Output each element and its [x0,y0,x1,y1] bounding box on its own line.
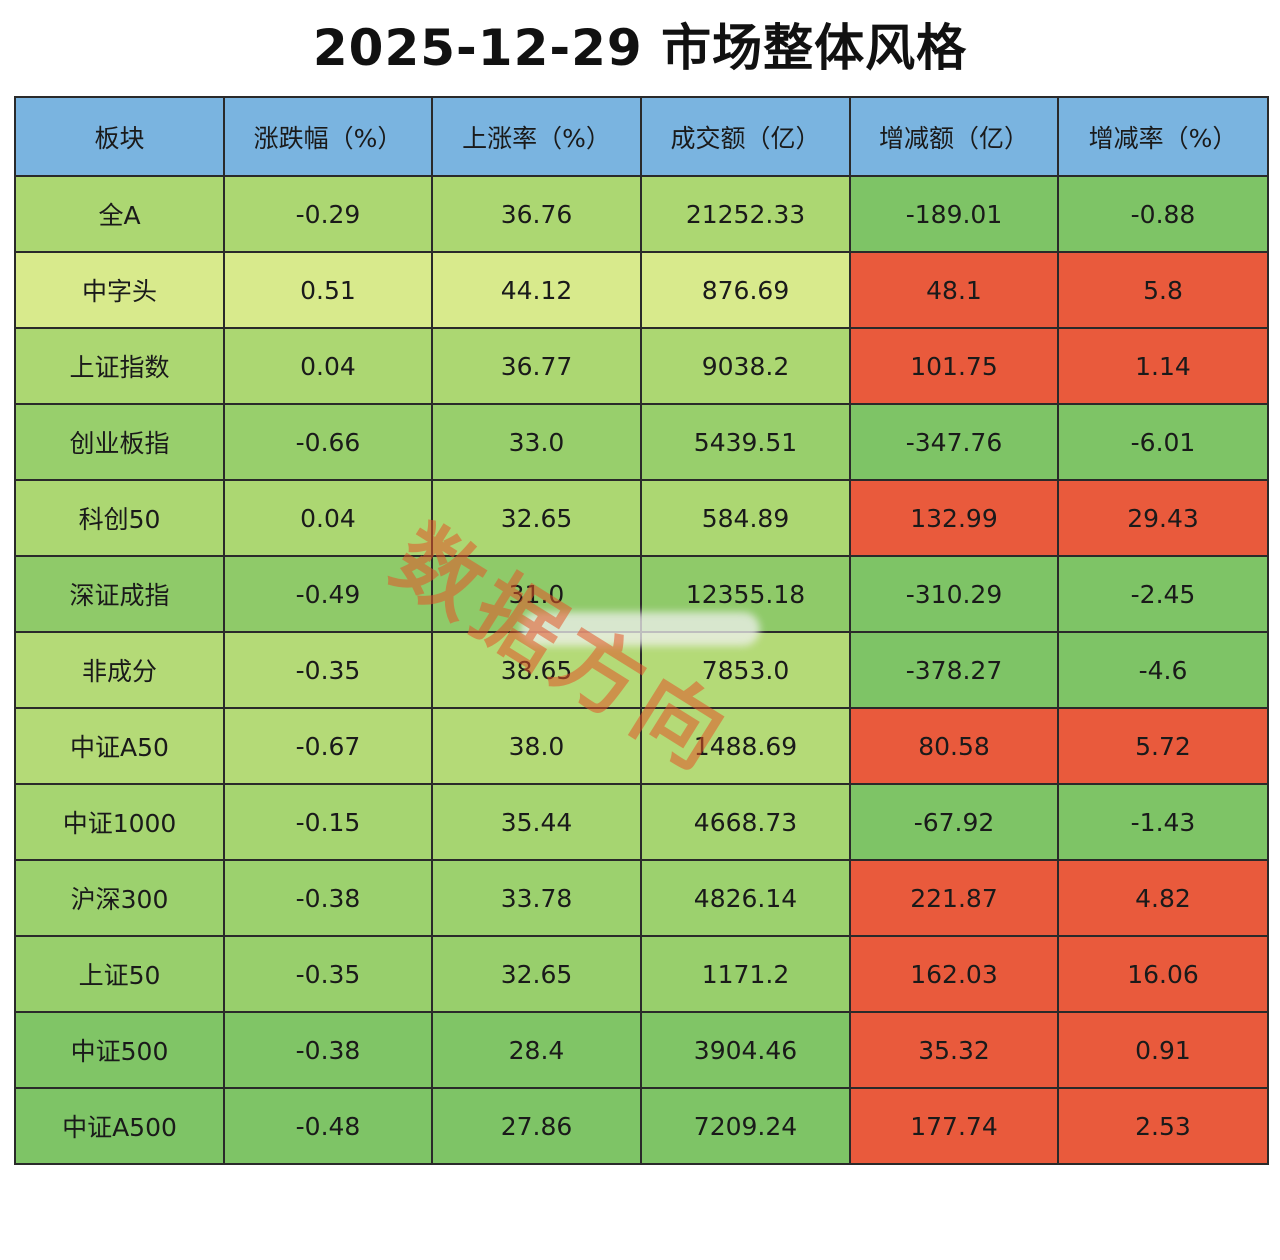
turnover-cell: 1488.69 [640,707,851,785]
turnover-delta-pct-cell: 5.8 [1057,251,1269,329]
change-pct-cell: -0.35 [223,935,433,1013]
turnover-delta-cell: 80.58 [849,707,1059,785]
turnover-delta-cell: 132.99 [849,479,1059,557]
turnover-delta-pct-cell: 2.53 [1057,1087,1269,1165]
sector-name-cell: 非成分 [14,631,225,709]
header-turnover: 成交额（亿） [640,96,851,177]
sector-name-cell: 深证成指 [14,555,225,633]
market-style-table: 板块 涨跌幅（%） 上涨率（%） 成交额（亿） 增减额（亿） 增减率（%） 全A… [14,96,1269,1165]
change-pct-cell: 0.04 [223,327,433,405]
change-pct-cell: -0.29 [223,175,433,253]
rise-ratio-cell: 35.44 [431,783,642,861]
sector-name-cell: 中证A50 [14,707,225,785]
table-row: 科创50 0.04 32.65 584.89 132.99 29.43 [14,479,1269,557]
rise-ratio-cell: 33.0 [431,403,642,481]
turnover-delta-pct-cell: -2.45 [1057,555,1269,633]
table-header-row: 板块 涨跌幅（%） 上涨率（%） 成交额（亿） 增减额（亿） 增减率（%） [14,96,1269,177]
turnover-delta-pct-cell: -1.43 [1057,783,1269,861]
table-body: 全A -0.29 36.76 21252.33 -189.01 -0.88 中字头 0.51 4… [14,175,1269,1165]
turnover-cell: 876.69 [640,251,851,329]
turnover-delta-cell: -347.76 [849,403,1059,481]
blurred-overlay [520,612,760,646]
turnover-delta-pct-cell: -4.6 [1057,631,1269,709]
sector-name-cell: 全A [14,175,225,253]
change-pct-cell: -0.67 [223,707,433,785]
change-pct-cell: -0.49 [223,555,433,633]
turnover-delta-pct-cell: 29.43 [1057,479,1269,557]
change-pct-cell: -0.15 [223,783,433,861]
table-row: 中字头 0.51 44.12 876.69 48.1 5.8 [14,251,1269,329]
turnover-delta-pct-cell: 1.14 [1057,327,1269,405]
turnover-delta-pct-cell: 0.91 [1057,1011,1269,1089]
change-pct-cell: 0.04 [223,479,433,557]
rise-ratio-cell: 38.0 [431,707,642,785]
rise-ratio-cell: 36.76 [431,175,642,253]
turnover-cell: 584.89 [640,479,851,557]
sector-name-cell: 创业板指 [14,403,225,481]
rise-ratio-cell: 32.65 [431,935,642,1013]
rise-ratio-cell: 33.78 [431,859,642,937]
turnover-delta-cell: 35.32 [849,1011,1059,1089]
table-row: 上证50 -0.35 32.65 1171.2 162.03 16.06 [14,935,1269,1013]
turnover-delta-pct-cell: -0.88 [1057,175,1269,253]
turnover-delta-cell: 177.74 [849,1087,1059,1165]
rise-ratio-cell: 28.4 [431,1011,642,1089]
page-title: 2025-12-29 市场整体风格 [312,19,968,77]
table-row: 沪深300 -0.38 33.78 4826.14 221.87 4.82 [14,859,1269,937]
turnover-cell: 1171.2 [640,935,851,1013]
turnover-delta-cell: -67.92 [849,783,1059,861]
sector-name-cell: 中证500 [14,1011,225,1089]
change-pct-cell: -0.48 [223,1087,433,1165]
table-row: 中证1000 -0.15 35.44 4668.73 -67.92 -1.43 [14,783,1269,861]
sector-name-cell: 中证1000 [14,783,225,861]
turnover-delta-pct-cell: 16.06 [1057,935,1269,1013]
turnover-cell: 3904.46 [640,1011,851,1089]
turnover-delta-pct-cell: 4.82 [1057,859,1269,937]
turnover-delta-cell: 221.87 [849,859,1059,937]
header-sector: 板块 [14,96,225,177]
turnover-delta-cell: -378.27 [849,631,1059,709]
table-row: 非成分 -0.35 38.65 7853.0 -378.27 -4.6 [14,631,1269,709]
turnover-delta-cell: 48.1 [849,251,1059,329]
sector-name-cell: 上证指数 [14,327,225,405]
table-row: 中证A50 -0.67 38.0 1488.69 80.58 5.72 [14,707,1269,785]
change-pct-cell: -0.38 [223,1011,433,1089]
table-row: 全A -0.29 36.76 21252.33 -189.01 -0.88 [14,175,1269,253]
sector-name-cell: 上证50 [14,935,225,1013]
table-row: 创业板指 -0.66 33.0 5439.51 -347.76 -6.01 [14,403,1269,481]
turnover-delta-cell: -189.01 [849,175,1059,253]
turnover-cell: 9038.2 [640,327,851,405]
sector-name-cell: 中证A500 [14,1087,225,1165]
table-row: 上证指数 0.04 36.77 9038.2 101.75 1.14 [14,327,1269,405]
turnover-cell: 7209.24 [640,1087,851,1165]
turnover-cell: 4826.14 [640,859,851,937]
rise-ratio-cell: 32.65 [431,479,642,557]
turnover-cell: 4668.73 [640,783,851,861]
turnover-delta-pct-cell: 5.72 [1057,707,1269,785]
turnover-delta-cell: -310.29 [849,555,1059,633]
header-change-pct: 涨跌幅（%） [223,96,433,177]
table-row: 中证500 -0.38 28.4 3904.46 35.32 0.91 [14,1011,1269,1089]
table-row: 中证A500 -0.48 27.86 7209.24 177.74 2.53 [14,1087,1269,1165]
rise-ratio-cell: 36.77 [431,327,642,405]
sector-name-cell: 科创50 [14,479,225,557]
sector-name-cell: 中字头 [14,251,225,329]
turnover-delta-cell: 162.03 [849,935,1059,1013]
change-pct-cell: -0.38 [223,859,433,937]
change-pct-cell: -0.35 [223,631,433,709]
turnover-delta-pct-cell: -6.01 [1057,403,1269,481]
turnover-cell: 5439.51 [640,403,851,481]
header-turnover-delta-pct: 增减率（%） [1057,96,1269,177]
rise-ratio-cell: 27.86 [431,1087,642,1165]
rise-ratio-cell: 44.12 [431,251,642,329]
header-turnover-delta: 增减额（亿） [849,96,1059,177]
turnover-delta-cell: 101.75 [849,327,1059,405]
change-pct-cell: -0.66 [223,403,433,481]
sector-name-cell: 沪深300 [14,859,225,937]
turnover-cell: 21252.33 [640,175,851,253]
change-pct-cell: 0.51 [223,251,433,329]
header-rise-ratio: 上涨率（%） [431,96,642,177]
